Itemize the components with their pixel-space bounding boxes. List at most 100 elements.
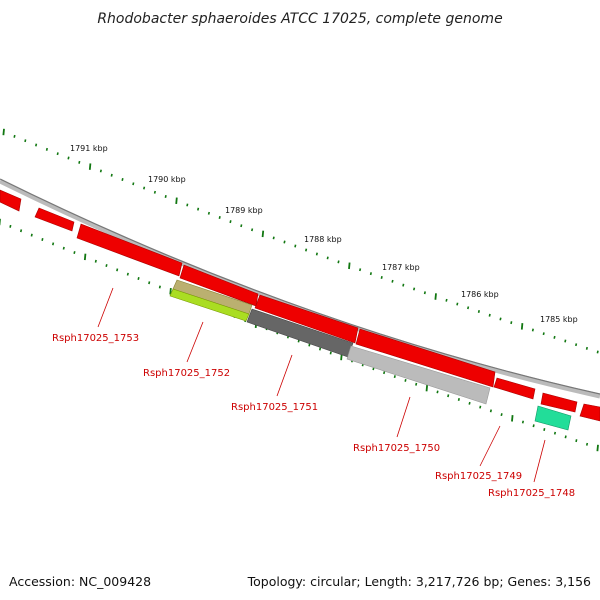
outer-tick-4 [45, 147, 48, 151]
outer-tick-0 [2, 128, 5, 136]
inner-tick-49 [521, 420, 525, 424]
gene-1752-lower[interactable] [169, 288, 250, 322]
cds-arrow-8[interactable] [540, 392, 578, 413]
outer-tick-35 [380, 275, 383, 279]
scale-label-1786: 1786 kbp [461, 290, 499, 299]
gene-label-1748[interactable]: Rsph17025_1748 [488, 488, 575, 499]
outer-tick-49 [531, 328, 534, 332]
inner-tick-43 [457, 398, 460, 402]
gene-label-1752[interactable]: Rsph17025_1752 [143, 368, 230, 379]
inner-tick-37 [393, 375, 396, 379]
outer-tick-7 [78, 160, 81, 164]
topology-text: Topology: circular; Length: 3,217,726 bp… [247, 574, 591, 589]
outer-tick-41 [445, 298, 448, 302]
gene-1748[interactable] [534, 405, 572, 431]
inner-tick-4 [41, 237, 44, 241]
inner-tick-40 [425, 384, 429, 392]
inner-tick-39 [415, 382, 418, 386]
inner-tick-16 [169, 287, 172, 295]
outer-tick-42 [456, 302, 459, 306]
outer-tick-48 [520, 323, 524, 330]
inner-tick-52 [553, 431, 557, 435]
outer-tick-2 [24, 139, 27, 143]
outer-tick-31 [337, 260, 340, 264]
inner-tick-2 [19, 229, 23, 233]
inner-tick-31 [329, 351, 332, 355]
leader-line-1750 [396, 396, 411, 438]
inner-tick-50 [532, 424, 535, 428]
inner-tick-30 [318, 347, 322, 351]
outer-tick-40 [434, 293, 437, 300]
cds-arrow-2[interactable] [34, 207, 75, 232]
outer-tick-46 [499, 317, 502, 321]
outer-tick-9 [99, 169, 102, 173]
inner-tick-36 [383, 371, 386, 375]
accession-text: Accession: NC_009428 [9, 574, 151, 589]
outer-tick-15 [164, 195, 167, 199]
outer-tick-13 [143, 186, 146, 190]
outer-tick-25 [272, 236, 275, 240]
gene-label-1751[interactable]: Rsph17025_1751 [231, 402, 318, 413]
inner-tick-12 [126, 272, 129, 276]
outer-tick-30 [326, 256, 329, 260]
inner-tick-38 [404, 378, 407, 382]
cds-arrow-7[interactable] [493, 377, 536, 400]
outer-tick-39 [423, 291, 426, 295]
inner-tick-14 [148, 281, 151, 285]
cds-arrow-6[interactable] [355, 328, 496, 388]
outer-tick-34 [369, 272, 372, 276]
outer-tick-10 [110, 173, 113, 177]
inner-tick-42 [447, 394, 450, 398]
gene-label-1753[interactable]: Rsph17025_1753 [52, 333, 139, 344]
outer-tick-45 [488, 313, 491, 317]
inner-tick-54 [575, 439, 578, 443]
cds-arrow-1[interactable] [0, 189, 22, 212]
outer-tick-20 [218, 215, 221, 219]
inner-tick-10 [105, 264, 108, 268]
scale-label-1788: 1788 kbp [304, 235, 342, 244]
inner-tick-9 [94, 259, 97, 263]
leader-line-1751 [276, 354, 293, 397]
scale-label-1790: 1790 kbp [148, 175, 186, 184]
outer-tick-51 [553, 335, 556, 339]
outer-tick-44 [477, 310, 480, 314]
inner-tick-56 [596, 444, 599, 452]
outer-tick-55 [596, 350, 599, 354]
inner-tick-13 [137, 276, 140, 280]
inner-tick-51 [543, 428, 546, 431]
outer-tick-37 [402, 283, 405, 287]
inner-tick-8 [83, 253, 87, 261]
outer-tick-38 [413, 287, 416, 291]
cds-arrow-3[interactable] [76, 223, 183, 277]
scale-label-1785: 1785 kbp [540, 315, 578, 324]
outer-tick-32 [348, 262, 351, 270]
outer-tick-3 [35, 143, 38, 147]
cds-arrow-5[interactable] [254, 294, 359, 344]
inner-tick-5 [52, 242, 55, 246]
outer-tick-14 [153, 190, 156, 194]
gene-label-1750[interactable]: Rsph17025_1750 [353, 443, 440, 454]
gene-label-1749[interactable]: Rsph17025_1749 [435, 471, 522, 482]
inner-tick-3 [30, 233, 33, 237]
outer-tick-6 [67, 156, 70, 160]
outer-scale-ticks [2, 128, 599, 354]
inner-tick-15 [158, 285, 161, 289]
outer-tick-1 [13, 134, 16, 138]
inner-tick-53 [564, 435, 567, 439]
outer-tick-5 [56, 152, 59, 156]
outer-tick-27 [294, 244, 297, 248]
leader-line-1748 [533, 439, 546, 483]
outer-tick-33 [359, 268, 362, 272]
outer-tick-12 [132, 182, 135, 186]
outer-tick-36 [391, 279, 394, 283]
outer-tick-28 [305, 248, 308, 252]
leader-line-1749 [479, 425, 501, 467]
inner-tick-6 [62, 246, 65, 250]
gene-1750[interactable] [346, 345, 491, 405]
inner-tick-11 [116, 268, 119, 272]
inner-tick-1 [9, 224, 12, 228]
outer-tick-17 [186, 203, 189, 207]
inner-tick-47 [500, 413, 503, 417]
cds-arrow-9[interactable] [579, 403, 600, 422]
outer-tick-19 [207, 211, 210, 215]
